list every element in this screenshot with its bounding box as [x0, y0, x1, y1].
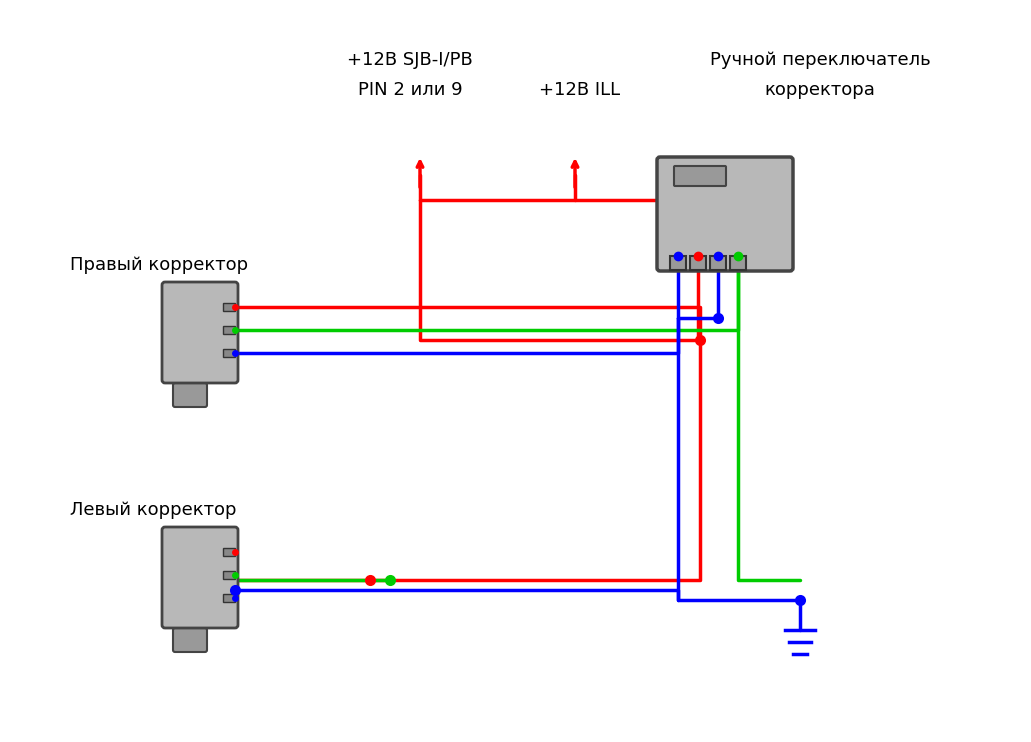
Bar	[223, 303, 235, 311]
FancyBboxPatch shape	[173, 628, 207, 652]
Bar	[223, 326, 235, 334]
Text: Левый корректор: Левый корректор	[70, 501, 236, 519]
Bar	[223, 571, 235, 579]
Text: Ручной переключатель: Ручной переключатель	[709, 51, 930, 69]
Bar	[223, 594, 235, 602]
FancyBboxPatch shape	[674, 166, 726, 186]
Bar	[670, 256, 686, 270]
Bar	[223, 349, 235, 357]
Bar	[690, 256, 706, 270]
Text: +12В SJB-I/PB: +12В SJB-I/PB	[347, 51, 473, 69]
FancyBboxPatch shape	[657, 157, 793, 271]
FancyBboxPatch shape	[162, 282, 238, 383]
Text: корректора: корректора	[765, 81, 875, 99]
Text: PIN 2 или 9: PIN 2 или 9	[358, 81, 462, 99]
Text: +12В ILL: +12В ILL	[539, 81, 621, 99]
FancyBboxPatch shape	[173, 383, 207, 407]
Text: Правый корректор: Правый корректор	[70, 256, 248, 274]
FancyBboxPatch shape	[162, 527, 238, 628]
Bar	[223, 548, 235, 556]
Bar	[730, 256, 746, 270]
Bar	[710, 256, 726, 270]
